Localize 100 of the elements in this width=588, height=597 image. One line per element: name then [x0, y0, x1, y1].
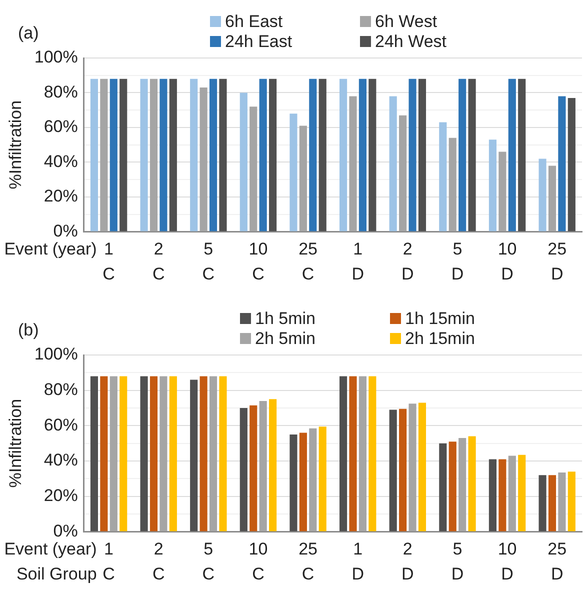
bar — [448, 442, 456, 532]
bar — [120, 376, 128, 532]
bar — [90, 376, 98, 532]
y-axis-title: %Infiltration — [6, 100, 25, 190]
bar — [290, 114, 298, 232]
bar — [100, 376, 108, 532]
bar — [240, 408, 248, 532]
y-tick-label: 60% — [44, 415, 78, 434]
bar — [150, 78, 158, 232]
bar — [299, 432, 307, 532]
x-tick-label: 25 C — [298, 240, 318, 284]
x-tick-label: 25 D — [548, 240, 567, 284]
x-tick-label: 25 C — [298, 540, 318, 584]
bar — [448, 138, 456, 232]
bar — [200, 376, 208, 532]
bar — [418, 78, 426, 232]
bar — [548, 475, 556, 532]
bar — [508, 456, 516, 532]
x-tick-label: 10 C — [248, 240, 268, 284]
bar — [169, 376, 177, 532]
bar — [358, 376, 366, 532]
bar — [259, 78, 267, 232]
bar — [240, 92, 248, 232]
x-tick-label: 2 D — [402, 540, 414, 584]
bar — [190, 380, 198, 532]
bar — [408, 404, 416, 532]
bar — [508, 78, 516, 232]
bar — [568, 472, 576, 532]
bar — [318, 78, 326, 232]
y-tick-label: 80% — [44, 82, 78, 102]
x-tick-label: 1 C — [102, 540, 115, 584]
bar — [269, 399, 277, 532]
bar — [488, 459, 496, 532]
bar — [439, 122, 447, 232]
bar — [110, 376, 118, 532]
y-tick-label: 40% — [44, 450, 78, 470]
legend-label: 24h East — [224, 32, 294, 52]
bar — [538, 158, 546, 232]
bar — [140, 376, 148, 532]
bar — [160, 78, 168, 232]
bar — [389, 410, 397, 532]
bar — [259, 400, 267, 532]
y-tick-label: 0% — [53, 521, 78, 540]
bar — [358, 78, 366, 232]
y-tick-label: 100% — [34, 344, 78, 364]
bar — [488, 140, 496, 232]
bar — [399, 115, 407, 232]
x-tick-label: 5 D — [451, 240, 464, 284]
legend-label: 2h 15min — [404, 329, 476, 349]
x-tick-label: 1 D — [352, 240, 364, 284]
bar — [169, 78, 177, 232]
x-tick-label: 2 C — [152, 540, 165, 584]
bar — [538, 475, 546, 532]
bar — [498, 152, 506, 232]
bar — [458, 438, 466, 532]
x-tick-label: 10 C — [248, 540, 268, 584]
x-axis-title: Event (year) — [4, 240, 97, 259]
legend-label: 24h West — [374, 32, 448, 52]
x-tick-label: 25 D — [548, 540, 567, 584]
legend-label: 6h East — [224, 12, 284, 32]
x-tick-label: 5 D — [451, 540, 464, 584]
legend-label: 6h West — [374, 12, 438, 32]
bar — [518, 454, 526, 532]
y-tick-label: 40% — [44, 152, 78, 171]
bar — [90, 78, 98, 232]
x-tick-label: 2 C — [152, 240, 165, 284]
text: (b) — [18, 320, 39, 340]
bar — [568, 98, 576, 232]
x-tick-label: 10 D — [498, 540, 517, 584]
bar — [339, 78, 348, 232]
y-tick-label: 80% — [44, 380, 78, 400]
y-tick-label: 20% — [44, 486, 78, 506]
legend-label: 1h 5min — [254, 309, 316, 329]
bar — [498, 459, 506, 532]
legend-label: 1h 15min — [404, 309, 476, 329]
bar — [318, 426, 326, 532]
bar — [110, 78, 118, 232]
x-tick-label: 1 D — [352, 540, 364, 584]
y-tick-label: 60% — [44, 117, 78, 136]
bar — [100, 78, 108, 232]
bar — [269, 78, 277, 232]
bar — [458, 78, 466, 232]
x-tick-label: 2 D — [402, 240, 414, 284]
y-axis-title: %Infiltration — [6, 398, 25, 488]
bar — [209, 376, 218, 532]
bar — [309, 78, 317, 232]
bar — [349, 96, 357, 232]
x-tick-label: 1 C — [102, 240, 115, 284]
bar — [150, 376, 158, 532]
bar — [140, 78, 148, 232]
bar — [290, 434, 298, 532]
bar — [408, 78, 416, 232]
legend-label: 2h 5min — [254, 329, 316, 349]
bar — [219, 78, 227, 232]
x-axis-title: Event (year) Soil Group — [4, 540, 97, 584]
text: (a) — [18, 24, 39, 43]
bar — [160, 376, 168, 532]
bar — [399, 408, 407, 532]
bar — [250, 405, 258, 532]
bar — [418, 402, 426, 532]
